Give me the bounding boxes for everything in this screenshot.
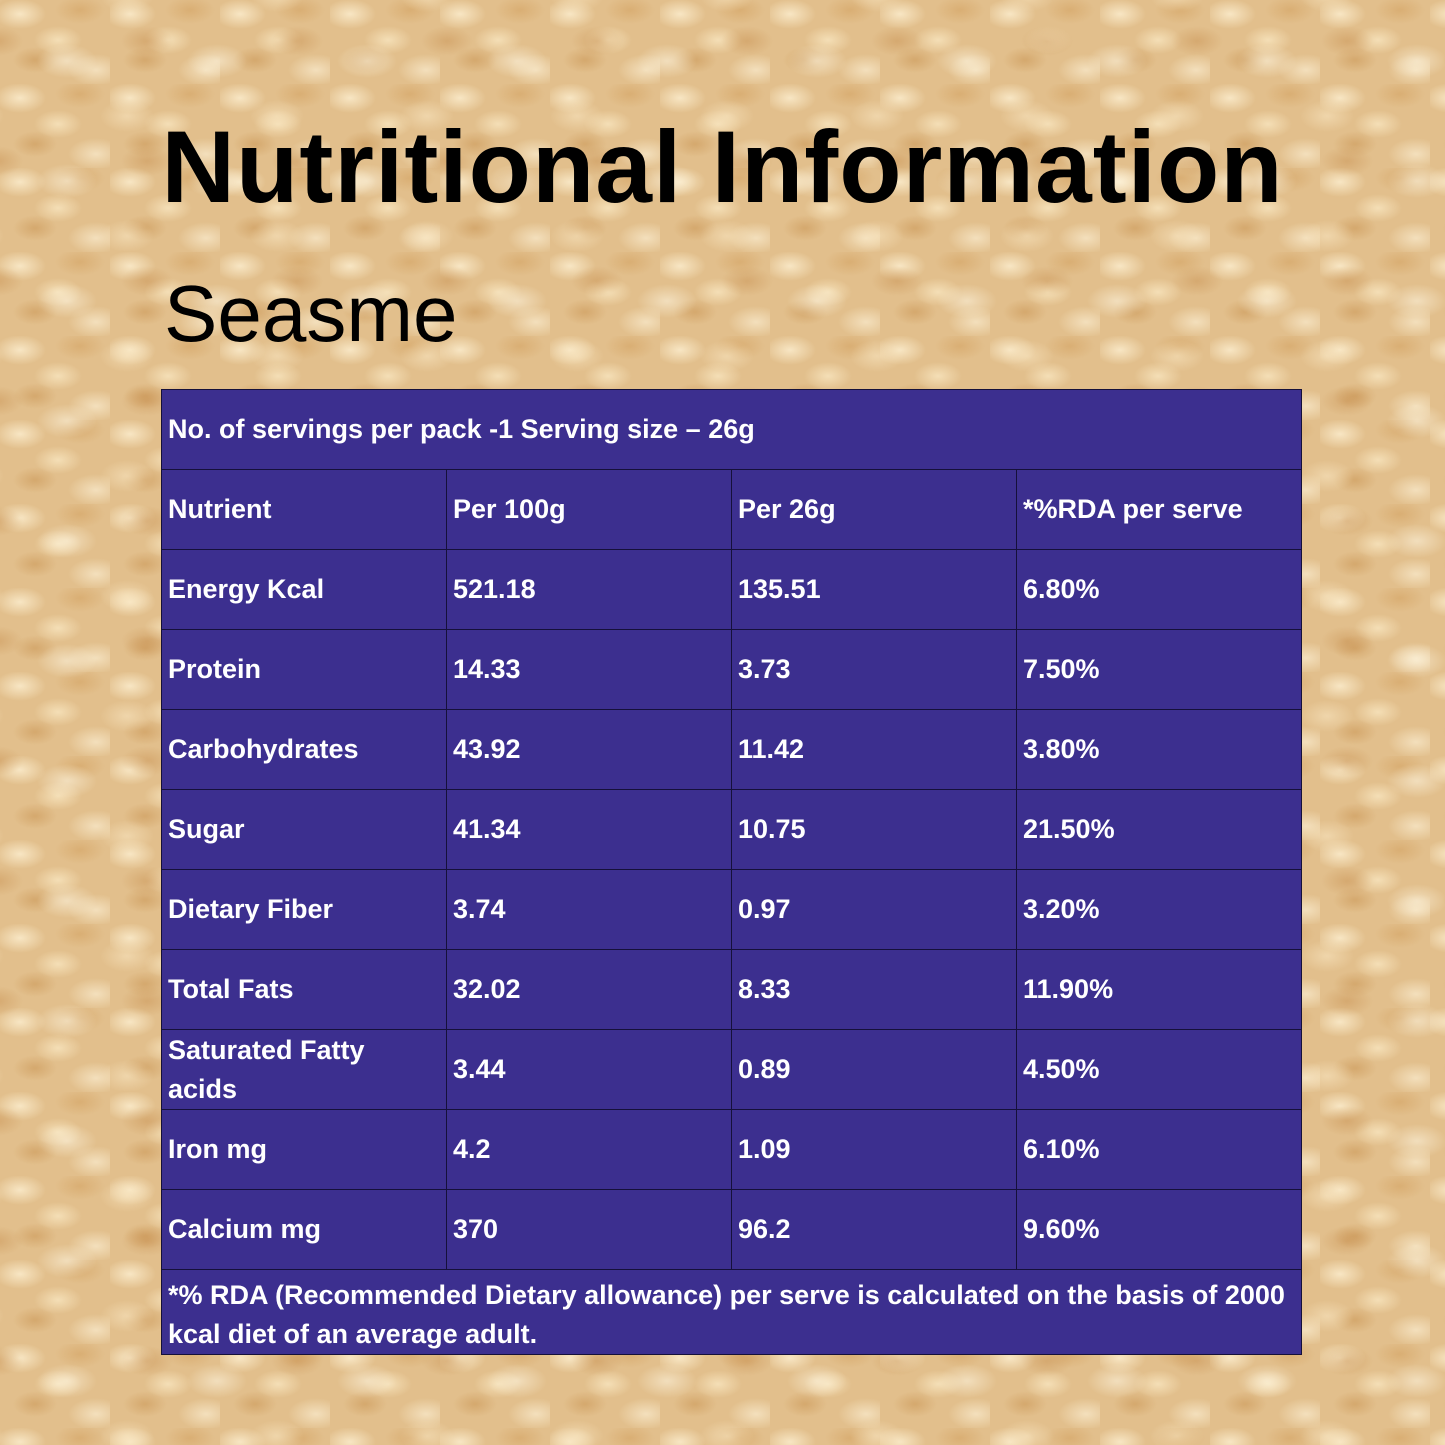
nutrient-name: Total Fats [161,949,447,1030]
product-name: Seasme [164,269,458,358]
nutrition-table: No. of servings per pack -1 Serving size… [160,389,1303,1355]
nutrient-name: Energy Kcal [161,549,447,630]
rda-value: 6.10% [1015,1109,1303,1190]
serving-info-cell: No. of servings per pack -1 Serving size… [160,389,1303,470]
per-serving-value: 1.09 [731,1109,1017,1190]
rda-value: 7.50% [1015,629,1303,710]
page-title: Nutritional Information [161,110,1284,224]
per-100g-value: 43.92 [446,709,732,790]
per-serving-value: 0.97 [731,869,1017,950]
per-100g-value: 521.18 [446,549,732,630]
nutrient-name: Calcium mg [161,1189,447,1270]
table-row: Protein 14.33 3.73 7.50% [161,629,1303,710]
table-row: Total Fats 32.02 8.33 11.90% [161,949,1303,1030]
header-row: Nutrient Per 100g Per 26g *%RDA per serv… [161,469,1303,550]
rda-value: 3.80% [1015,709,1303,790]
nutrient-name: Carbohydrates [161,709,447,790]
per-100g-value: 4.2 [446,1109,732,1190]
per-100g-value: 41.34 [446,789,732,870]
table-row: Sugar 41.34 10.75 21.50% [161,789,1303,870]
rda-value: 4.50% [1015,1029,1303,1110]
table-row: Dietary Fiber 3.74 0.97 3.20% [161,869,1303,950]
header-per-serving: Per 26g [731,469,1017,550]
per-100g-value: 3.44 [446,1029,732,1110]
rda-value: 6.80% [1015,549,1303,630]
rda-value: 3.20% [1015,869,1303,950]
nutrient-name: Protein [161,629,447,710]
serving-info-row: No. of servings per pack -1 Serving size… [160,389,1303,470]
table-row: Energy Kcal 521.18 135.51 6.80% [161,549,1303,630]
header-rda: *%RDA per serve [1015,469,1303,550]
nutrient-name: Dietary Fiber [161,869,447,950]
per-serving-value: 135.51 [731,549,1017,630]
per-100g-value: 3.74 [446,869,732,950]
rda-value: 9.60% [1015,1189,1303,1270]
rda-footnote: *% RDA (Recommended Dietary allowance) p… [160,1269,1303,1355]
nutrient-name: Sugar [161,789,447,870]
per-serving-value: 0.89 [731,1029,1017,1110]
per-serving-value: 3.73 [731,629,1017,710]
per-100g-value: 370 [446,1189,732,1270]
table-row: Calcium mg 370 96.2 9.60% [161,1189,1303,1270]
per-serving-value: 10.75 [731,789,1017,870]
rda-value: 21.50% [1015,789,1303,870]
footnote-row: *% RDA (Recommended Dietary allowance) p… [160,1269,1303,1355]
header-nutrient: Nutrient [161,469,447,550]
per-100g-value: 32.02 [446,949,732,1030]
rda-value: 11.90% [1015,949,1303,1030]
header-per-100g: Per 100g [446,469,732,550]
per-serving-value: 8.33 [731,949,1017,1030]
table-row: Iron mg 4.2 1.09 6.10% [161,1109,1303,1190]
table-row: Carbohydrates 43.92 11.42 3.80% [161,709,1303,790]
table-row: Saturated Fatty acids 3.44 0.89 4.50% [161,1029,1303,1110]
nutrient-name: Saturated Fatty acids [161,1029,447,1110]
per-100g-value: 14.33 [446,629,732,710]
per-serving-value: 11.42 [731,709,1017,790]
per-serving-value: 96.2 [731,1189,1017,1270]
nutrient-name: Iron mg [161,1109,447,1190]
